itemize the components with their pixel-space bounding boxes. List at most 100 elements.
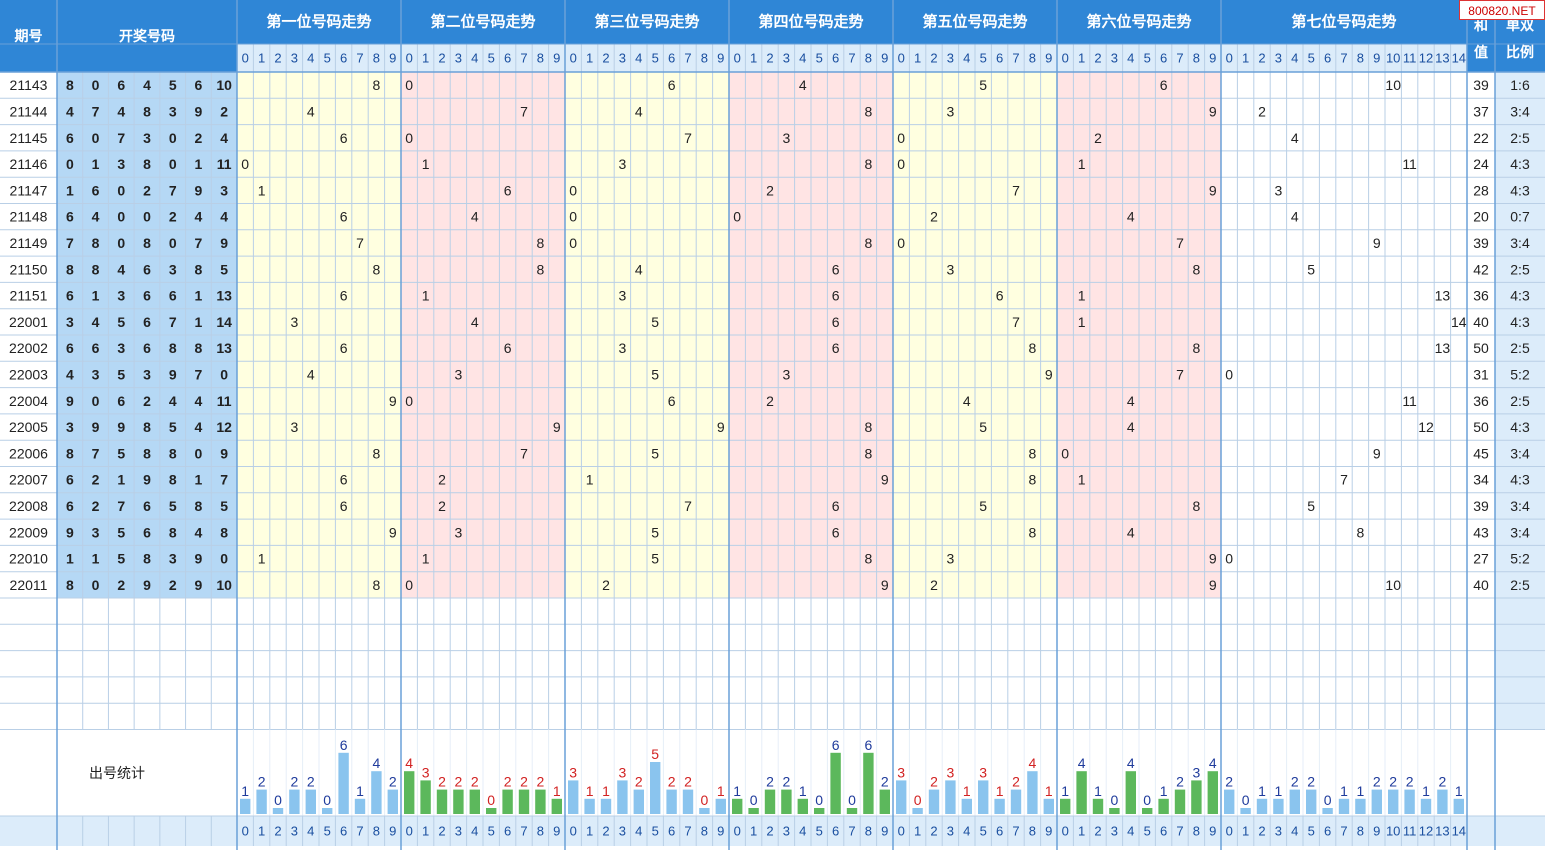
position-5-digit-6-label: 6 <box>996 51 1003 66</box>
position-7-digit-11-label: 11 <box>1403 51 1417 66</box>
stat-count-label: 3 <box>947 764 955 780</box>
footer-digit-label: 2 <box>274 824 281 839</box>
stat-bar <box>240 798 251 814</box>
stat-count-label: 1 <box>1061 783 1069 799</box>
stat-count-label: 4 <box>1029 755 1037 771</box>
footer-digit-label: 13 <box>1435 824 1449 839</box>
row-parity-ratio: 5:2 <box>1510 551 1530 567</box>
row-draw-number: 9 <box>195 103 203 119</box>
position-7-digit-1-label: 1 <box>1242 51 1249 66</box>
footer-digit-label: 7 <box>1340 824 1347 839</box>
row-draw-number: 9 <box>66 393 74 409</box>
stat-bar <box>1273 798 1284 814</box>
row-trend-hit: 8 <box>1029 472 1037 488</box>
row-draw-number: 8 <box>143 235 151 251</box>
row-issue-number: 22002 <box>9 340 48 356</box>
row-draw-number: 1 <box>92 551 100 567</box>
row-issue-number: 21150 <box>10 261 48 277</box>
position-3-digit-2-label: 2 <box>602 51 609 66</box>
row-draw-number: 2 <box>169 577 177 593</box>
stat-bar <box>764 789 776 814</box>
row-trend-hit: 0 <box>1225 551 1233 567</box>
stat-count-label: 2 <box>438 774 446 790</box>
row-draw-number: 2 <box>117 577 125 593</box>
row-trend-hit: 8 <box>537 235 545 251</box>
row-draw-number: 6 <box>66 472 74 488</box>
row-trend-hit: 5 <box>651 445 659 461</box>
row-draw-number: 7 <box>169 182 177 198</box>
footer-digit-label: 4 <box>1291 824 1298 839</box>
position-6-digit-6-label: 6 <box>1160 51 1167 66</box>
footer-digit-label: 0 <box>1226 824 1233 839</box>
row-trend-hit: 5 <box>651 314 659 330</box>
row-sum-value: 37 <box>1473 103 1489 119</box>
position-2-digit-7-label: 7 <box>520 51 527 66</box>
row-draw-number: 0 <box>92 130 100 146</box>
stat-count-label: 2 <box>766 774 774 790</box>
row-issue-number: 21145 <box>10 130 48 146</box>
stat-count-label: 2 <box>520 774 528 790</box>
row-trend-hit: 6 <box>996 288 1004 304</box>
row-trend-hit: 3 <box>619 340 627 356</box>
stat-count-label: 2 <box>930 774 938 790</box>
stat-bar <box>354 798 366 814</box>
row-draw-number: 7 <box>220 472 228 488</box>
row-trend-hit: 1 <box>1078 288 1086 304</box>
row-trend-hit: 7 <box>1176 366 1184 382</box>
row-draw-number: 1 <box>66 182 74 198</box>
parity-header-line1: 单双 <box>1506 17 1534 33</box>
row-trend-hit: 7 <box>1176 235 1184 251</box>
row-draw-number: 3 <box>169 261 177 277</box>
stat-bar <box>863 752 874 814</box>
row-trend-hit: 4 <box>307 366 315 382</box>
row-trend-hit: 8 <box>865 445 873 461</box>
stat-count-label: 1 <box>996 783 1004 799</box>
row-sum-value: 22 <box>1473 130 1489 146</box>
stat-count-label: 2 <box>1225 774 1233 790</box>
row-trend-hit: 1 <box>586 472 594 488</box>
row-draw-number: 8 <box>169 472 177 488</box>
row-trend-hit: 0 <box>897 156 905 172</box>
footer-digit-label: 11 <box>1403 824 1417 839</box>
row-trend-hit: 4 <box>635 103 643 119</box>
row-trend-hit: 4 <box>799 77 807 93</box>
row-draw-number: 8 <box>195 261 203 277</box>
footer-digit-label: 2 <box>766 824 773 839</box>
row-draw-number: 0 <box>220 551 228 567</box>
footer-digit-label: 8 <box>537 824 544 839</box>
position-5-digit-7-label: 7 <box>1012 51 1019 66</box>
row-trend-hit: 3 <box>619 288 627 304</box>
stat-count-label: 1 <box>799 783 807 799</box>
row-trend-hit: 2 <box>1258 103 1266 119</box>
stat-count-label: 0 <box>701 792 709 808</box>
stat-bar <box>1306 789 1317 814</box>
stat-count-label: 2 <box>1373 774 1381 790</box>
row-trend-hit: 5 <box>979 419 987 435</box>
stat-count-label: 2 <box>783 774 791 790</box>
footer-digit-label: 1 <box>422 824 429 839</box>
position-4-digit-2-label: 2 <box>766 51 773 66</box>
position-7-digit-9-label: 9 <box>1373 51 1380 66</box>
row-trend-hit: 2 <box>438 472 446 488</box>
sum-header-line1: 和 <box>1474 17 1488 33</box>
row-draw-number: 1 <box>195 288 203 304</box>
row-trend-hit: 3 <box>455 366 463 382</box>
position-5-digit-8-label: 8 <box>1029 51 1036 66</box>
row-draw-number: 6 <box>66 288 74 304</box>
stat-bar <box>1109 808 1120 814</box>
row-trend-hit: 8 <box>373 77 381 93</box>
footer-digit-label: 8 <box>1193 824 1200 839</box>
stat-bar <box>1256 798 1268 814</box>
row-parity-ratio: 2:5 <box>1510 393 1530 409</box>
row-draw-number: 5 <box>220 261 228 277</box>
row-draw-number: 5 <box>169 498 177 514</box>
row-draw-number: 5 <box>169 419 177 435</box>
row-draw-number: 9 <box>169 366 177 382</box>
row-trend-hit: 7 <box>1012 314 1020 330</box>
stat-bar <box>387 789 398 814</box>
row-trend-hit: 2 <box>602 577 610 593</box>
row-trend-hit: 9 <box>1209 103 1217 119</box>
footer-digit-label: 3 <box>947 824 954 839</box>
row-draw-number: 8 <box>66 261 74 277</box>
row-draw-number: 10 <box>216 577 232 593</box>
